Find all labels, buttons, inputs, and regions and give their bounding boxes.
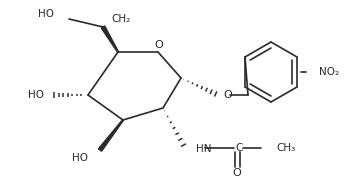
Text: C: C: [235, 143, 243, 153]
Text: O: O: [223, 90, 232, 100]
Polygon shape: [99, 120, 123, 151]
Text: NO₂: NO₂: [319, 67, 339, 77]
Text: HO: HO: [28, 90, 44, 100]
Text: HN: HN: [196, 144, 212, 154]
Text: HO: HO: [72, 153, 88, 163]
Text: CH₃: CH₃: [276, 143, 295, 153]
Text: O: O: [232, 168, 242, 178]
Text: CH₂: CH₂: [111, 14, 130, 24]
Text: HO: HO: [38, 9, 54, 19]
Polygon shape: [101, 26, 118, 52]
Text: O: O: [155, 40, 164, 50]
